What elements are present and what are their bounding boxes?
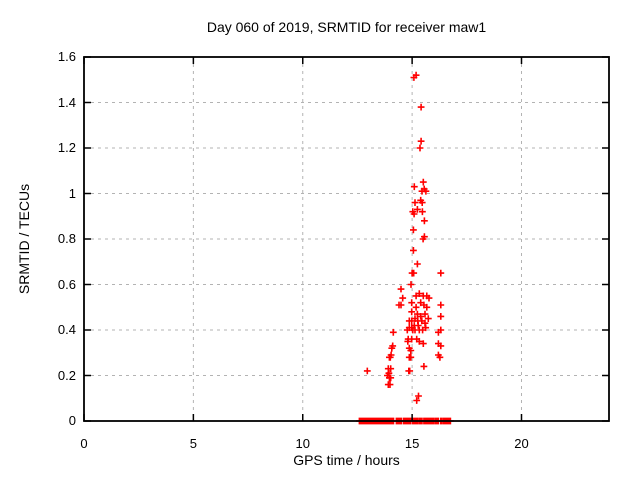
y-tick-label: 0.6 (57, 276, 76, 292)
x-tick-label: 15 (404, 436, 420, 451)
y-tick-label: 0 (68, 413, 76, 428)
y-tick-label: 0.2 (57, 367, 76, 383)
y-tick-label: 0.4 (57, 322, 76, 337)
grid-lines (84, 57, 609, 421)
chart-title: Day 060 of 2019, SRMTID for receiver maw… (206, 19, 487, 35)
y-tick-label: 0.8 (57, 231, 76, 246)
x-tick-label: 5 (189, 436, 197, 451)
data-points (356, 71, 454, 425)
y-tick-label: 1.6 (57, 49, 76, 64)
y-tick-label: 1 (68, 185, 76, 201)
x-tick-label: 0 (80, 436, 88, 451)
y-tick-label: 1.2 (57, 140, 76, 155)
tick-marks (83, 56, 609, 422)
x-axis-label: GPS time / hours (293, 452, 400, 468)
y-tick-label: 1.4 (57, 94, 76, 110)
x-tick-label: 10 (295, 436, 310, 451)
x-tick-label: 20 (514, 436, 529, 451)
